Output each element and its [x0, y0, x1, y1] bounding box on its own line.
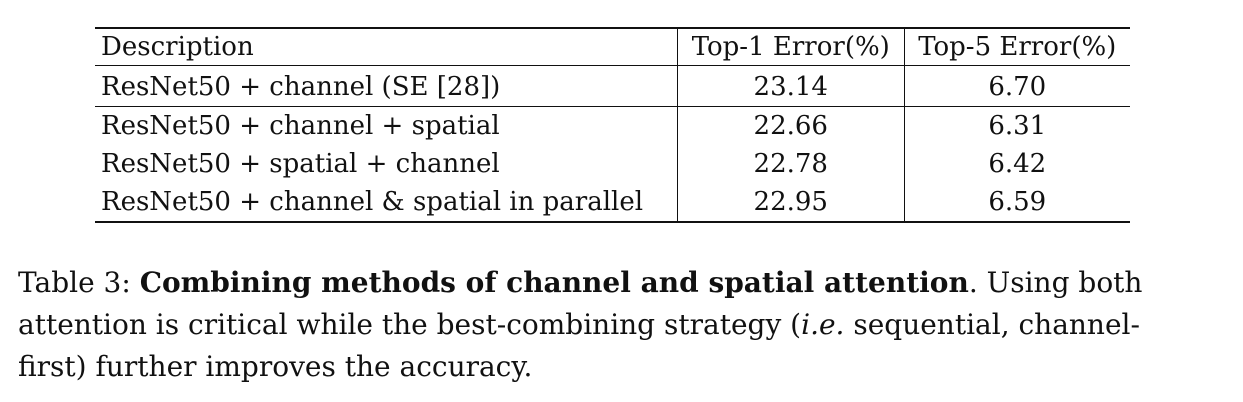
row-top1: 23.14 [677, 65, 905, 107]
caption-line-3: first) further improves the accuracy. [18, 350, 533, 383]
results-table: Description Top-1 Error(%) Top-5 Error(%… [95, 27, 1130, 223]
caption-text-1: . Using both [968, 266, 1143, 299]
row-description: ResNet50 + channel + spatial [95, 106, 678, 145]
row-description: ResNet50 + channel (SE [28]) [95, 65, 678, 107]
row-description: ResNet50 + channel & spatial in parallel [95, 183, 678, 223]
row-top1: 22.95 [677, 183, 905, 223]
header-description: Description [95, 28, 678, 66]
caption-line-1: Table 3: Combining methods of channel an… [18, 262, 1223, 304]
row-description: ResNet50 + spatial + channel [101, 149, 500, 179]
row-top5-best: 6.31 [903, 106, 1130, 145]
table-row: ResNet50 + channel + spatial 22.66 6.31 [95, 106, 1130, 145]
caption-text-2a: attention is critical while the best-com… [18, 308, 802, 341]
row-top5: 6.59 [903, 183, 1130, 223]
caption-ie: i.e. [801, 308, 845, 341]
table-header-row: Description Top-1 Error(%) Top-5 Error(%… [95, 28, 1130, 66]
header-top5-error: Top-5 Error(%) [903, 28, 1130, 66]
row-top5: 6.42 [903, 145, 1130, 183]
table-row: ResNet50 + channel (SE [28]) 23.14 6.70 [95, 65, 1130, 107]
table-row: ResNet50 + spatial + channel 22.78 6.42 [95, 145, 1130, 183]
row-top5: 6.70 [903, 65, 1130, 107]
row-top1-best: 22.66 [677, 106, 905, 145]
results-table-container: Description Top-1 Error(%) Top-5 Error(%… [95, 27, 1130, 223]
table-caption: Table 3: Combining methods of channel an… [18, 262, 1223, 388]
caption-title: Combining methods of channel and spatial… [139, 266, 969, 299]
caption-line-2: attention is critical while the best-com… [18, 304, 1223, 346]
table-row: ResNet50 + channel & spatial in parallel… [95, 183, 1130, 223]
caption-label: Table 3: [18, 266, 140, 299]
row-top1: 22.78 [677, 145, 905, 183]
header-top1-error: Top-1 Error(%) [677, 28, 905, 66]
caption-text-2b: sequential, channel- [844, 308, 1140, 341]
